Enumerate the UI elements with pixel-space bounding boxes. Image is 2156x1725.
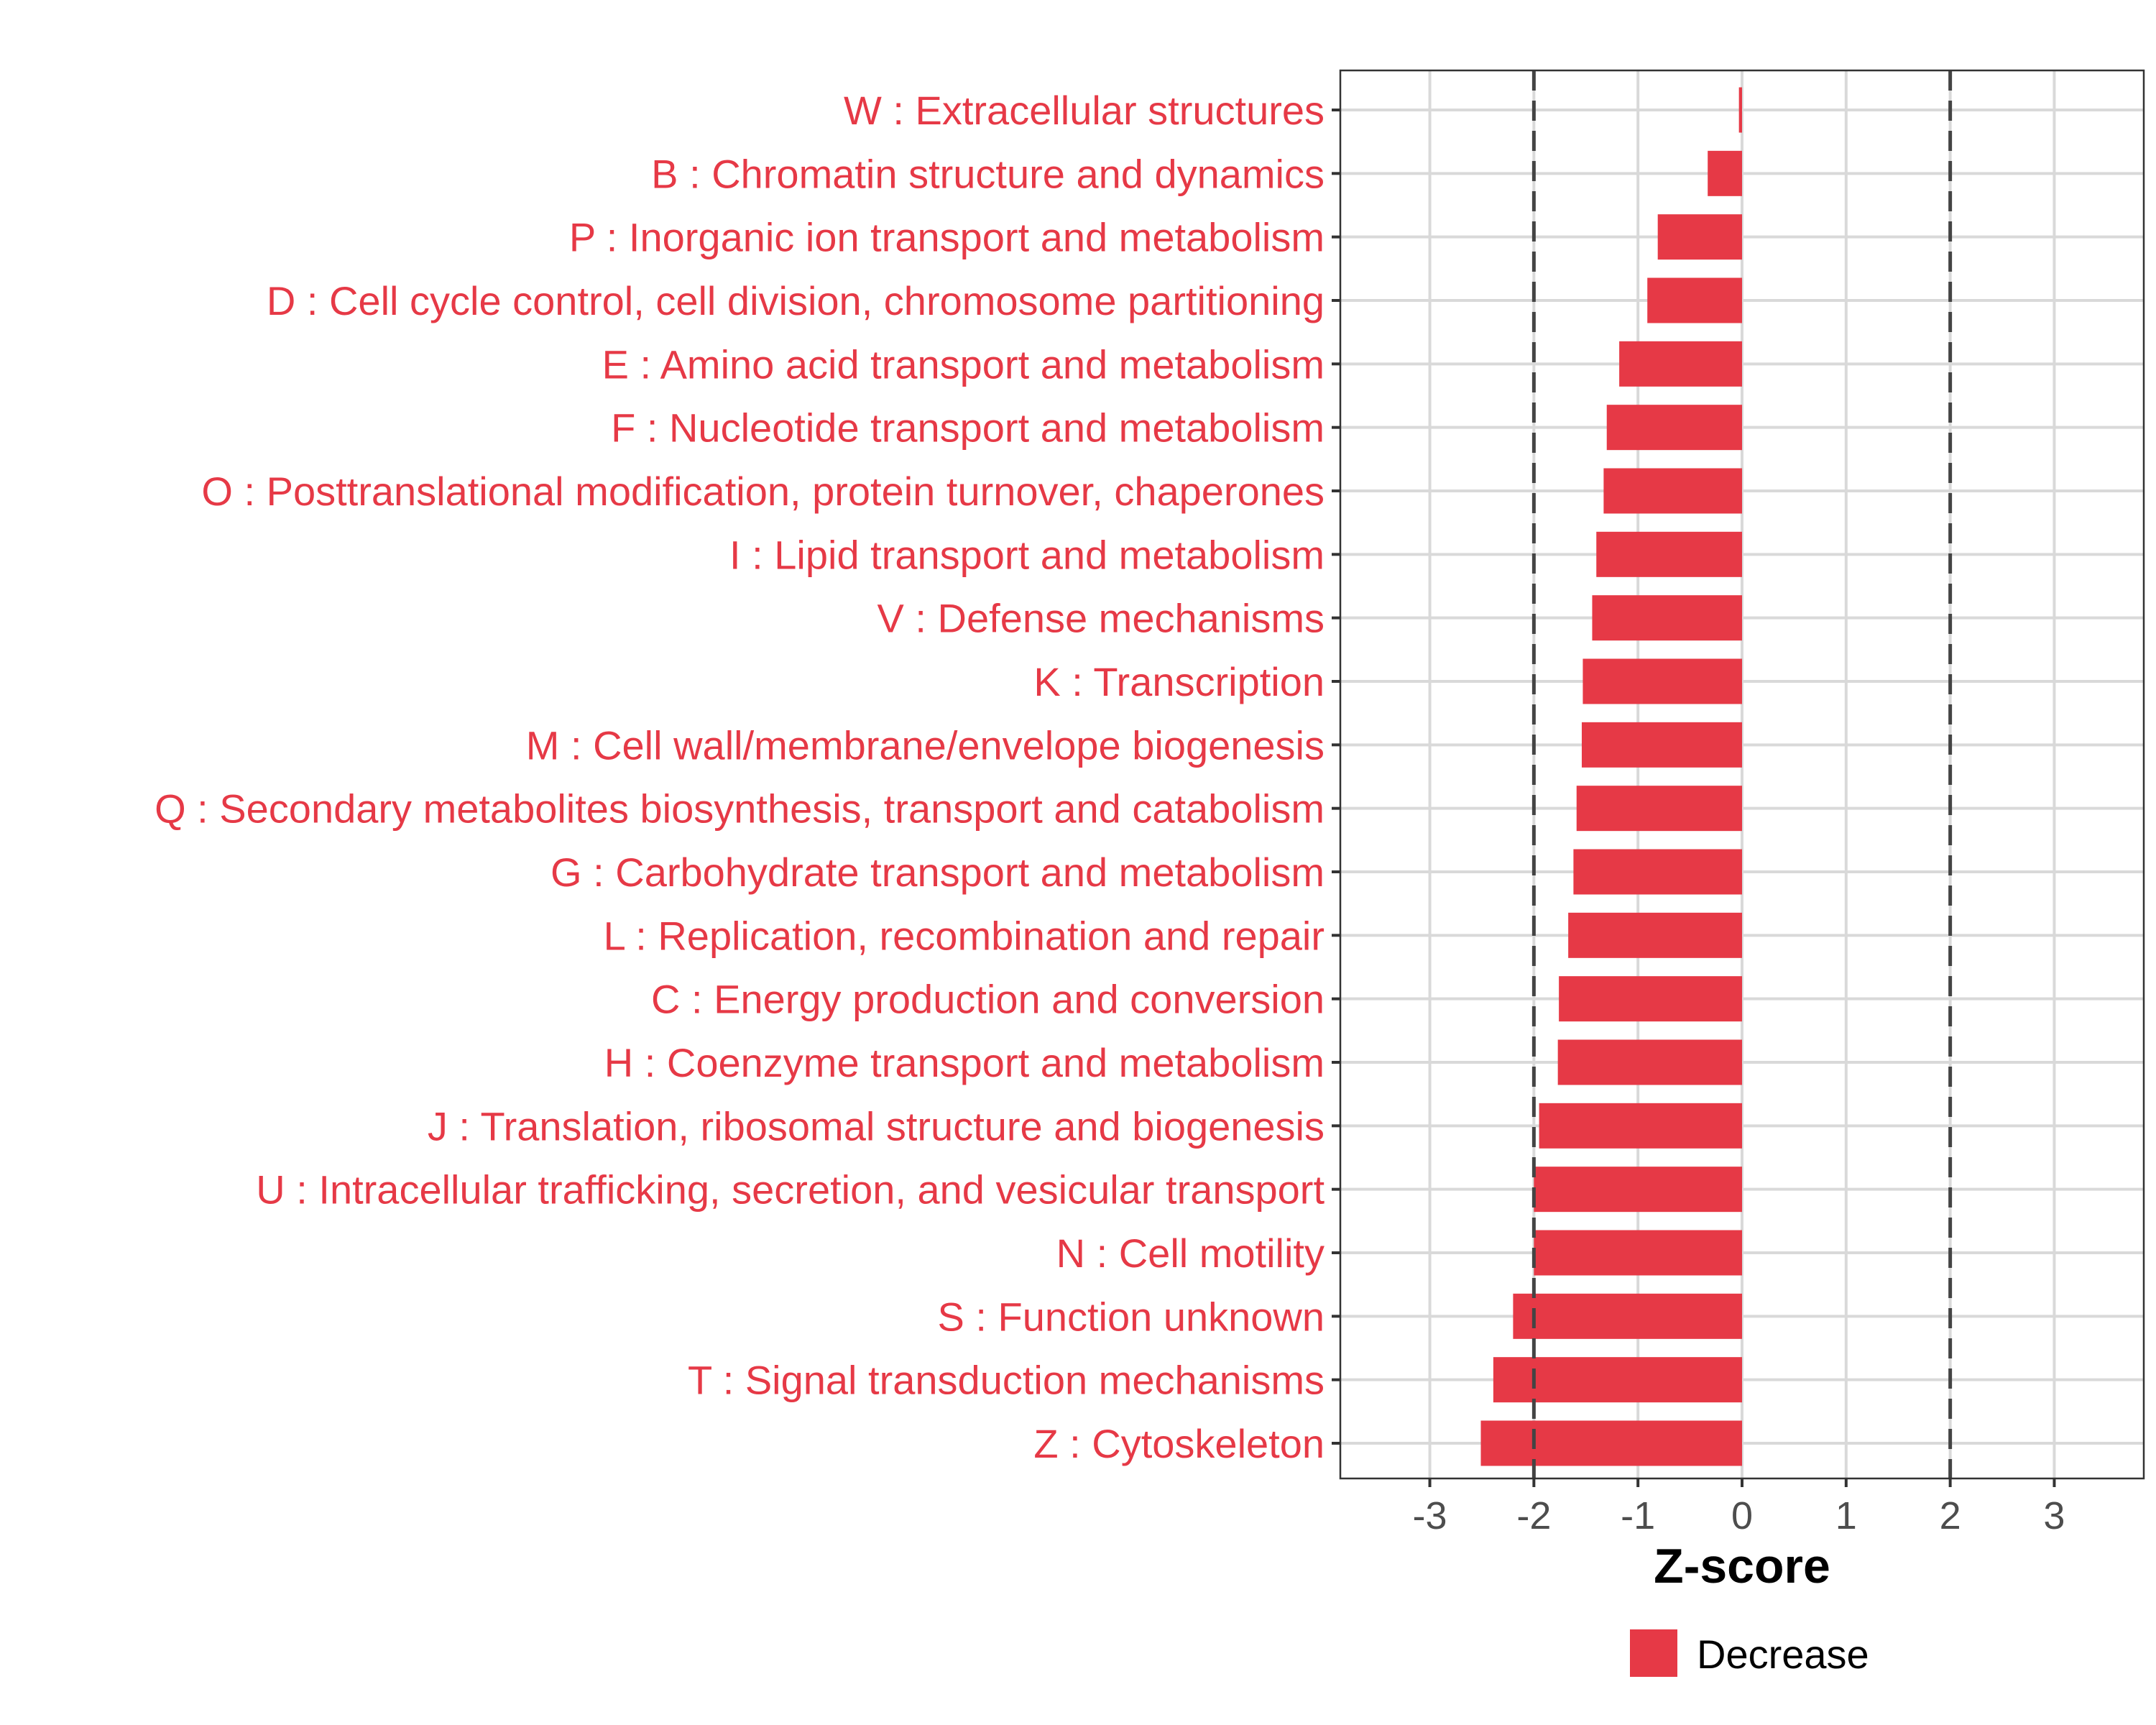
bar <box>1592 595 1742 641</box>
category-label: C : Energy production and conversion <box>651 977 1325 1022</box>
category-label: B : Chromatin structure and dynamics <box>651 151 1325 196</box>
x-tick-label: 2 <box>1940 1494 1961 1537</box>
bar <box>1581 722 1742 768</box>
category-label: O : Posttranslational modification, prot… <box>201 469 1325 514</box>
bar <box>1568 912 1742 958</box>
legend-swatch-decrease <box>1630 1629 1677 1677</box>
category-label: S : Function unknown <box>937 1294 1325 1339</box>
reference-lines <box>1531 70 1953 1478</box>
bar <box>1657 214 1742 260</box>
category-label: N : Cell motility <box>1056 1230 1325 1276</box>
bar <box>1559 976 1742 1022</box>
bar <box>1583 658 1742 704</box>
category-label: Q : Secondary metabolites biosynthesis, … <box>155 786 1325 832</box>
bar <box>1603 468 1742 514</box>
category-label: M : Cell wall/membrane/envelope biogenes… <box>526 722 1325 768</box>
bars <box>1480 87 1742 1466</box>
x-axis-title: Z-score <box>1654 1539 1830 1593</box>
bar <box>1480 1420 1742 1466</box>
bar <box>1619 341 1742 387</box>
category-label: T : Signal transduction mechanisms <box>688 1358 1325 1403</box>
bar <box>1534 1167 1742 1213</box>
bar <box>1539 1103 1742 1149</box>
bar <box>1557 1039 1742 1085</box>
bar <box>1573 849 1742 895</box>
x-tick-label: 0 <box>1731 1494 1753 1537</box>
category-label: H : Coenzyme transport and metabolism <box>604 1040 1325 1085</box>
legend: Decrease <box>1630 1629 1869 1677</box>
category-label: E : Amino acid transport and metabolism <box>602 341 1325 387</box>
category-label: V : Defense mechanisms <box>877 596 1325 641</box>
bar <box>1513 1293 1742 1339</box>
category-labels: W : Extracellular structures B : Chromati… <box>155 88 1340 1466</box>
legend-label-decrease: Decrease <box>1697 1632 1869 1677</box>
category-label: W : Extracellular structures <box>844 88 1325 133</box>
bar <box>1596 531 1742 577</box>
category-label: F : Nucleotide transport and metabolism <box>611 405 1325 451</box>
bar <box>1647 277 1742 323</box>
bar <box>1738 87 1742 133</box>
category-label: Z : Cytoskeleton <box>1033 1421 1325 1466</box>
bar <box>1534 1230 1742 1276</box>
category-label: J : Translation, ribosomal structure and… <box>428 1103 1325 1149</box>
x-tick-label: -3 <box>1413 1494 1447 1537</box>
x-tick-label: 1 <box>1835 1494 1857 1537</box>
category-label: K : Transcription <box>1033 659 1325 704</box>
category-label: I : Lipid transport and metabolism <box>729 532 1325 577</box>
bar <box>1576 786 1742 832</box>
x-tick-label: 3 <box>2043 1494 2065 1537</box>
category-label: L : Replication, recombination and repai… <box>604 913 1325 958</box>
x-axis-ticks: -3 -2 -1 0 1 2 3 <box>1413 1478 2065 1537</box>
x-tick-label: -1 <box>1621 1494 1655 1537</box>
bar <box>1606 405 1742 451</box>
category-label: P : Inorganic ion transport and metaboli… <box>569 215 1325 260</box>
category-label: U : Intracellular trafficking, secretion… <box>256 1167 1325 1213</box>
category-label: G : Carbohydrate transport and metabolis… <box>550 850 1325 895</box>
bar <box>1493 1357 1742 1403</box>
bar <box>1708 150 1742 196</box>
category-label: D : Cell cycle control, cell division, c… <box>267 278 1325 323</box>
x-tick-label: -2 <box>1516 1494 1551 1537</box>
